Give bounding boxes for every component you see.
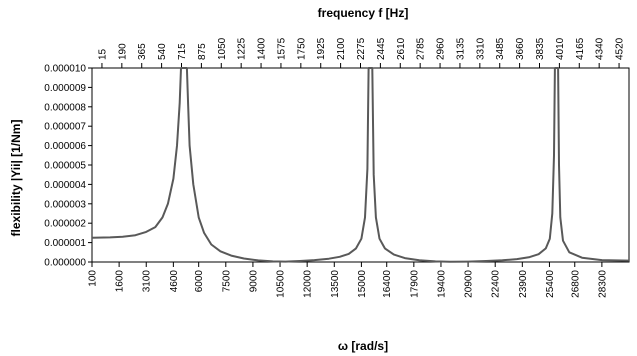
x2-tick-label: 1925 <box>316 37 327 60</box>
x-tick-label: 6000 <box>194 270 205 293</box>
plot-area <box>91 67 630 263</box>
y-tick-label: 0.000004 <box>44 180 86 191</box>
y-tick-label: 0.000003 <box>44 199 86 210</box>
x-tick-label: 16400 <box>382 270 393 298</box>
x2-tick-label: 3485 <box>495 37 506 60</box>
x2-tick-label: 2960 <box>436 37 447 60</box>
bottom-axis-title: ω [rad/s] <box>338 339 388 353</box>
x2-tick-label: 1400 <box>257 37 268 60</box>
x-tick-label: 1600 <box>115 270 126 293</box>
y-tick-label: 0.000002 <box>44 219 86 230</box>
y-tick-label: 0.000009 <box>44 83 86 94</box>
y-axis-title: flexibility |Yii| [1/Nm] <box>9 120 23 237</box>
x2-tick-label: 1575 <box>276 37 287 60</box>
x2-tick-label: 2445 <box>376 37 387 60</box>
y-tick-label: 0.000005 <box>44 161 86 172</box>
x2-tick-label: 4165 <box>575 37 586 60</box>
x2-tick-label: 1225 <box>237 37 248 60</box>
x2-tick-label: 715 <box>177 43 188 60</box>
x-tick-label: 7500 <box>221 270 232 293</box>
x-tick-label: 15000 <box>357 270 368 298</box>
x2-tick-label: 4010 <box>555 37 566 60</box>
x-tick-label: 10500 <box>276 270 287 298</box>
x-tick-label: 9000 <box>248 270 259 293</box>
x2-tick-label: 1750 <box>296 37 307 60</box>
x2-tick-label: 3835 <box>535 37 546 60</box>
x-tick-label: 3100 <box>142 270 153 293</box>
x2-tick-label: 365 <box>137 43 148 60</box>
x2-tick-label: 3660 <box>515 37 526 60</box>
y-tick-label: 0.000001 <box>44 238 86 249</box>
x-tick-label: 28300 <box>597 270 608 298</box>
y-tick-label: 0.000000 <box>44 258 86 269</box>
x-tick-label: 23900 <box>518 270 529 298</box>
x2-tick-label: 2275 <box>356 37 367 60</box>
x2-tick-label: 3135 <box>455 37 466 60</box>
y-tick-label: 0.000008 <box>44 102 86 113</box>
x-tick-label: 13500 <box>330 270 341 298</box>
y-tick-label: 0.000007 <box>44 122 86 133</box>
x-tick-label: 19400 <box>436 270 447 298</box>
x-tick-label: 4600 <box>169 270 180 293</box>
top-x-axis: 15 190 365 540 715 875 1050 1225 1400 1575 1750 192… <box>97 37 626 68</box>
series-line <box>91 67 630 263</box>
y-tick-label: 0.000006 <box>44 141 86 152</box>
x2-tick-label: 190 <box>117 43 128 60</box>
x2-tick-label: 4340 <box>595 37 606 60</box>
x2-tick-label: 2785 <box>416 37 427 60</box>
y-tick-label: 0.000010 <box>44 64 86 75</box>
x-tick-label: 26800 <box>570 270 581 298</box>
y-axis: 0.000000 0.000001 0.000002 0.000003 0.000004… <box>44 64 92 269</box>
x-tick-label: 100 <box>88 270 99 287</box>
x-tick-label: 12000 <box>303 270 314 298</box>
x2-tick-label: 15 <box>97 48 108 60</box>
x2-tick-label: 1050 <box>217 37 228 60</box>
x2-tick-label: 875 <box>197 43 208 60</box>
x2-tick-label: 3310 <box>475 37 486 60</box>
x-tick-label: 25400 <box>545 270 556 298</box>
series-layer <box>91 67 630 263</box>
x-tick-label: 22400 <box>491 270 502 298</box>
x2-tick-label: 2100 <box>336 37 347 60</box>
x2-tick-label: 540 <box>157 43 168 60</box>
top-axis-title: frequency f [Hz] <box>318 6 409 20</box>
x-tick-label: 17900 <box>409 270 420 298</box>
x2-tick-label: 2610 <box>396 37 407 60</box>
x2-tick-label: 4520 <box>615 37 626 60</box>
x-tick-label: 20900 <box>464 270 475 298</box>
bottom-x-axis: 100 1600 3100 4600 6000 7500 9000 10500 12000 135… <box>88 262 608 298</box>
